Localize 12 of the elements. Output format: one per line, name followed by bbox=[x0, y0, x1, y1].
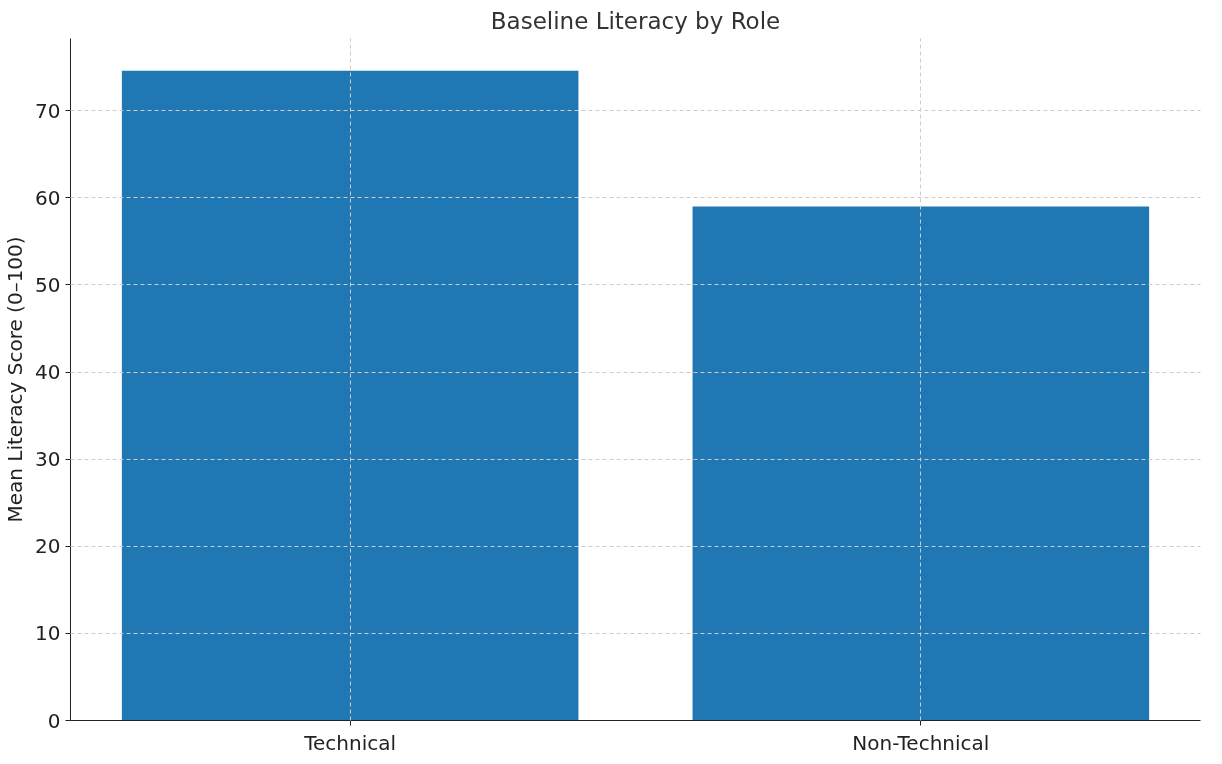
y-tick-label: 70 bbox=[35, 98, 61, 123]
y-tick-label: 50 bbox=[35, 273, 61, 297]
y-tick-label: 20 bbox=[35, 534, 61, 559]
x-tick-label: Non-Technical bbox=[852, 730, 990, 755]
chart-title: Baseline Literacy by Role bbox=[490, 7, 781, 34]
y-tick-label: 0 bbox=[47, 708, 61, 733]
y-tick-label: 60 bbox=[35, 185, 61, 210]
x-tick-label: Technical bbox=[303, 730, 397, 755]
y-tick-label: 40 bbox=[35, 360, 61, 385]
y-axis-title: Mean Literacy Score (0–100) bbox=[3, 236, 28, 523]
y-tick-label: 30 bbox=[35, 447, 61, 472]
y-tick-label: 10 bbox=[35, 621, 61, 646]
